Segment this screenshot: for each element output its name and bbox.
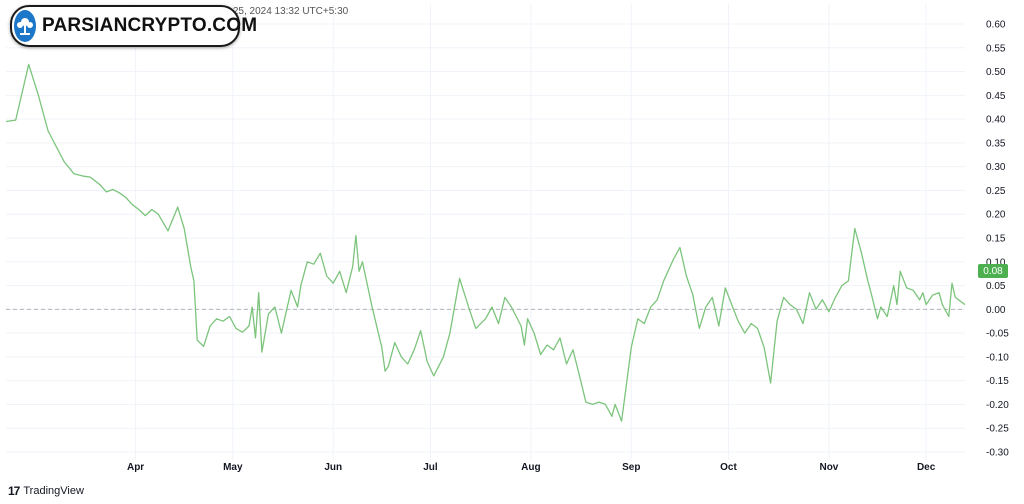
y-tick-label: 0.05 <box>986 281 1006 292</box>
x-axis: Apr May Jun Jul Aug Sep Oct Nov Dec <box>127 462 936 473</box>
logo-text: PARSIANCRYPTO.COM <box>42 15 258 36</box>
y-tick-label: 0.35 <box>986 138 1006 149</box>
y-tick-label: -0.10 <box>986 352 1009 363</box>
watermark-logo: PARSIANCRYPTO.COM <box>10 5 257 47</box>
last-value-badge: 0.08 <box>978 264 1008 278</box>
y-tick-label: 0.20 <box>986 210 1006 221</box>
y-axis: 0.60 0.55 0.50 0.45 0.40 0.35 0.30 0.25 0.20 0.15… <box>986 20 1009 459</box>
x-tick-label: Dec <box>917 462 936 473</box>
x-tick-label: May <box>223 462 243 473</box>
y-tick-label: 0.45 <box>986 91 1006 102</box>
y-tick-label: 0.40 <box>986 115 1006 126</box>
x-tick-label: Aug <box>521 462 540 473</box>
y-tick-label: 0.10 <box>986 257 1006 268</box>
x-tick-label: Oct <box>720 462 737 473</box>
y-tick-label: -0.15 <box>986 376 1009 387</box>
tradingview-brand-text: TradingView <box>23 485 84 497</box>
y-tick-label: 0.55 <box>986 43 1006 54</box>
y-tick-label: 0.50 <box>986 67 1006 78</box>
grid <box>6 4 965 460</box>
series-line <box>5 63 966 422</box>
y-tick-label: 0.00 <box>986 305 1006 316</box>
y-tick-label: -0.25 <box>986 424 1009 435</box>
x-tick-label: Sep <box>622 462 640 473</box>
y-tick-label: -0.30 <box>986 448 1009 459</box>
y-tick-label: 0.25 <box>986 186 1006 197</box>
y-tick-label: -0.20 <box>986 400 1009 411</box>
y-tick-label: 0.60 <box>986 20 1006 31</box>
x-tick-label: Nov <box>819 462 838 473</box>
y-tick-label: -0.05 <box>986 329 1009 340</box>
x-tick-label: Jun <box>324 462 342 473</box>
x-tick-label: Jul <box>423 462 438 473</box>
x-tick-label: Apr <box>127 462 144 473</box>
tradingview-logo-icon: 17 <box>8 484 20 498</box>
tradingview-brand[interactable]: 17 TradingView <box>8 484 84 498</box>
y-tick-label: 0.30 <box>986 162 1006 173</box>
tree-icon <box>14 10 36 42</box>
y-tick-label: 0.15 <box>986 234 1006 245</box>
